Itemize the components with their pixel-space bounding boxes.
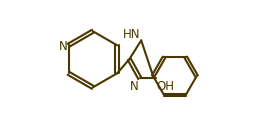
Text: N: N	[59, 39, 68, 52]
Text: N: N	[130, 79, 139, 92]
Text: OH: OH	[156, 79, 174, 92]
Text: HN: HN	[123, 27, 140, 40]
